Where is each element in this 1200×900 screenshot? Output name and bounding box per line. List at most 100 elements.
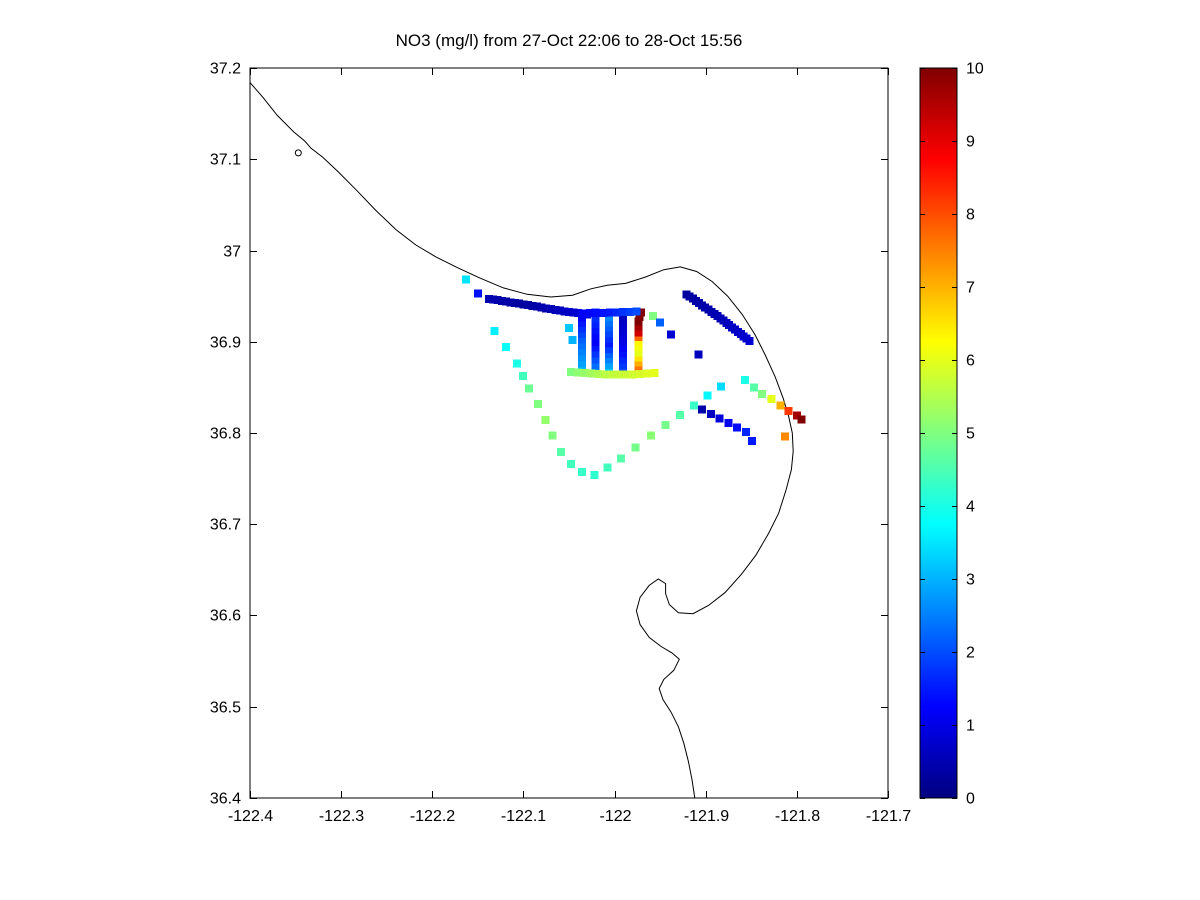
- scatter-point: [758, 389, 767, 398]
- scatter-point: [634, 358, 643, 367]
- scatter-point: [634, 337, 643, 346]
- scatter-point: [515, 299, 524, 308]
- scatter-point: [506, 298, 515, 307]
- scatter-point: [577, 355, 586, 364]
- scatter-point: [519, 372, 527, 380]
- scatter-point: [605, 321, 614, 329]
- scatter-point: [489, 295, 498, 304]
- colorbar-tick-label: 10: [966, 61, 984, 78]
- scatter-point: [797, 415, 806, 424]
- colorbar-tick-label: 5: [966, 426, 975, 443]
- scatter-point: [647, 431, 655, 440]
- scatter-point: [650, 368, 659, 377]
- scatter-point: [502, 343, 511, 352]
- scatter-point: [715, 414, 724, 423]
- y-tick-label: 37: [223, 244, 241, 261]
- scatter-point: [717, 382, 726, 391]
- scatter-point: [524, 301, 532, 310]
- colorbar-tick-label: 2: [966, 645, 975, 662]
- scatter-point: [618, 332, 627, 341]
- scatter-point: [605, 337, 614, 345]
- scatter-point: [619, 308, 628, 317]
- scatter-point: [546, 305, 555, 314]
- y-tick-label: 36.9: [210, 335, 241, 352]
- scatter-point: [634, 317, 643, 326]
- scatter-point: [569, 308, 578, 317]
- scatter-point: [577, 332, 586, 341]
- scatter-point: [513, 359, 521, 368]
- scatter-point: [605, 331, 614, 340]
- colorbar-tick-label: 8: [966, 207, 975, 224]
- scatter-point: [566, 367, 575, 376]
- scatter-point: [579, 309, 588, 318]
- y-tick-label: 36.7: [210, 517, 241, 534]
- scatter-point: [634, 348, 643, 357]
- y-tick-label: 37.1: [210, 152, 241, 169]
- scatter-point: [591, 331, 600, 340]
- scatter-point: [622, 370, 630, 379]
- scatter-point: [740, 376, 749, 385]
- scatter-point: [698, 405, 707, 414]
- scatter-point: [703, 391, 712, 400]
- scatter-point: [591, 320, 600, 329]
- colorbar: [919, 67, 958, 799]
- scatter-point: [618, 361, 627, 370]
- scatter-point: [548, 431, 557, 440]
- x-tick-label: -121.9: [684, 808, 729, 825]
- scatter-point: [733, 423, 742, 432]
- x-tick-label: -122.2: [410, 808, 455, 825]
- scatter-point: [591, 343, 600, 352]
- scatter-point: [565, 307, 573, 316]
- x-tick-label: -122.4: [228, 808, 273, 825]
- scatter-point: [776, 401, 785, 410]
- scatter-point: [577, 315, 586, 324]
- scatter-point: [637, 308, 645, 317]
- scatter-point: [741, 428, 750, 437]
- scatter-point: [577, 468, 586, 477]
- scatter-point: [577, 326, 586, 335]
- scatter-point: [566, 460, 575, 468]
- scatter-point: [573, 368, 582, 377]
- scatter-point: [748, 437, 757, 446]
- scatter-point: [618, 321, 627, 330]
- scatter-point: [694, 350, 703, 359]
- scatter-point: [618, 337, 627, 346]
- scatter-point: [591, 355, 600, 364]
- scatter-point: [606, 308, 614, 317]
- scatter-point: [568, 335, 577, 344]
- scatter-point: [587, 369, 596, 378]
- scatter-point: [676, 410, 685, 419]
- scatter-point: [618, 355, 627, 364]
- scatter-point: [462, 275, 470, 284]
- scatter-point: [533, 302, 542, 311]
- scatter-point: [605, 363, 614, 372]
- scatter-point: [636, 370, 645, 378]
- scatter-point: [560, 307, 569, 316]
- scatter-point: [628, 370, 637, 379]
- x-tick-label: -121.8: [775, 808, 820, 825]
- scatter-point: [605, 326, 614, 335]
- colorbar-tick-label: 6: [966, 353, 975, 370]
- scatter-point: [537, 303, 546, 312]
- scatter-point: [635, 313, 644, 322]
- scatter-point: [519, 300, 528, 309]
- scatter-point: [706, 409, 715, 418]
- colorbar-tick-label: 1: [966, 718, 975, 735]
- scatter-point: [634, 353, 643, 362]
- scatter-point: [594, 370, 603, 379]
- scatter-point: [586, 309, 595, 318]
- scatter-point: [643, 369, 652, 378]
- scatter-point: [534, 399, 542, 408]
- scatter-point: [556, 448, 565, 457]
- scatter-point: [490, 326, 499, 335]
- scatter-point: [541, 416, 550, 425]
- coastline-path: [249, 82, 794, 799]
- scatter-point: [667, 330, 676, 339]
- scatter-point: [580, 369, 589, 377]
- scatter-point: [577, 321, 586, 330]
- scatter-point: [608, 370, 617, 379]
- scatter-point: [524, 384, 533, 393]
- scatter-point: [510, 299, 519, 307]
